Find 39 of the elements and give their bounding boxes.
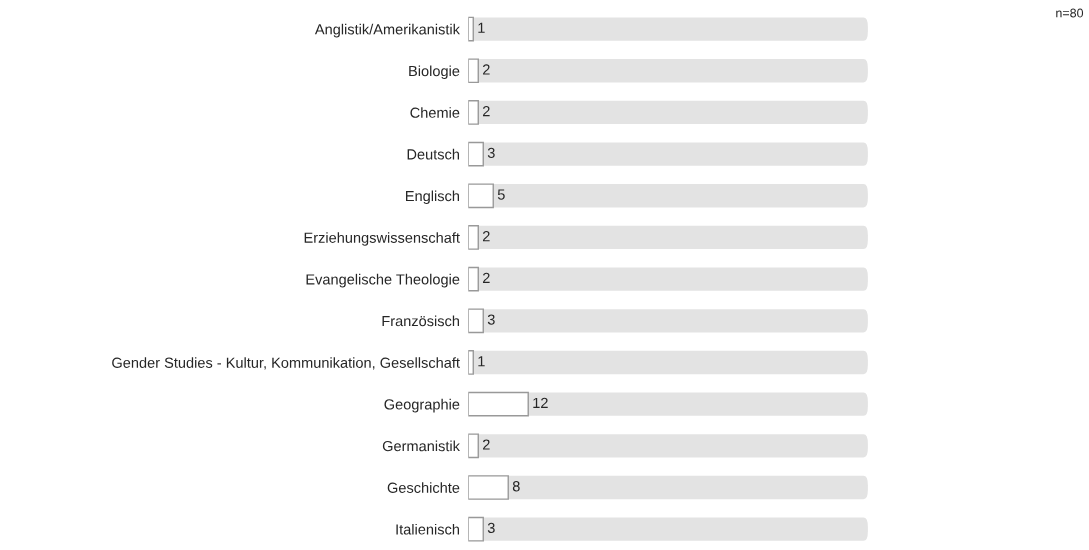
y-tick-label: Gender Studies - Kultur, Kommunikation, Gesellschaft <box>112 357 460 370</box>
bar <box>468 266 479 292</box>
data-label: 1 <box>478 22 485 33</box>
y-tick-label: Germanistik <box>382 440 460 452</box>
bar <box>468 350 474 375</box>
bar <box>468 433 479 459</box>
data-label: 2 <box>482 439 490 450</box>
y-tick-label: Französisch <box>382 315 459 327</box>
y-tick-label: Anglistik/Amerikanistik <box>314 23 460 38</box>
y-tick-label: Deutsch <box>407 148 459 160</box>
data-label: 12 <box>533 397 548 408</box>
y-tick-label: Geschichte <box>387 482 460 493</box>
y-tick-label: Evangelische Theologie <box>306 273 460 288</box>
data-label: 2 <box>482 64 490 75</box>
data-label: 3 <box>487 522 495 534</box>
y-tick-label: Erziehungswissenschaft <box>304 232 460 246</box>
data-label: 2 <box>482 106 490 117</box>
data-label: 8 <box>512 481 520 492</box>
data-label: 2 <box>482 272 490 283</box>
y-tick-label: Geographie <box>384 398 460 413</box>
data-label: 2 <box>482 231 490 242</box>
bar <box>468 475 509 500</box>
y-tick-label: Italienisch <box>396 523 459 535</box>
bar <box>468 516 484 542</box>
y-tick-label: Englisch <box>406 190 459 205</box>
bar <box>468 391 529 417</box>
bar <box>468 308 484 334</box>
bar <box>468 141 484 167</box>
bar <box>468 225 479 250</box>
data-label: 3 <box>487 147 495 159</box>
bar <box>468 183 494 209</box>
text: n=80 <box>1056 8 1084 18</box>
bar <box>468 100 479 125</box>
data-label: 5 <box>497 189 505 200</box>
data-label: 3 <box>487 314 495 325</box>
data-label: 1 <box>478 356 485 367</box>
y-tick-label: Biologie <box>409 65 460 80</box>
y-tick-label: Chemie <box>410 107 460 118</box>
bar <box>468 58 479 84</box>
